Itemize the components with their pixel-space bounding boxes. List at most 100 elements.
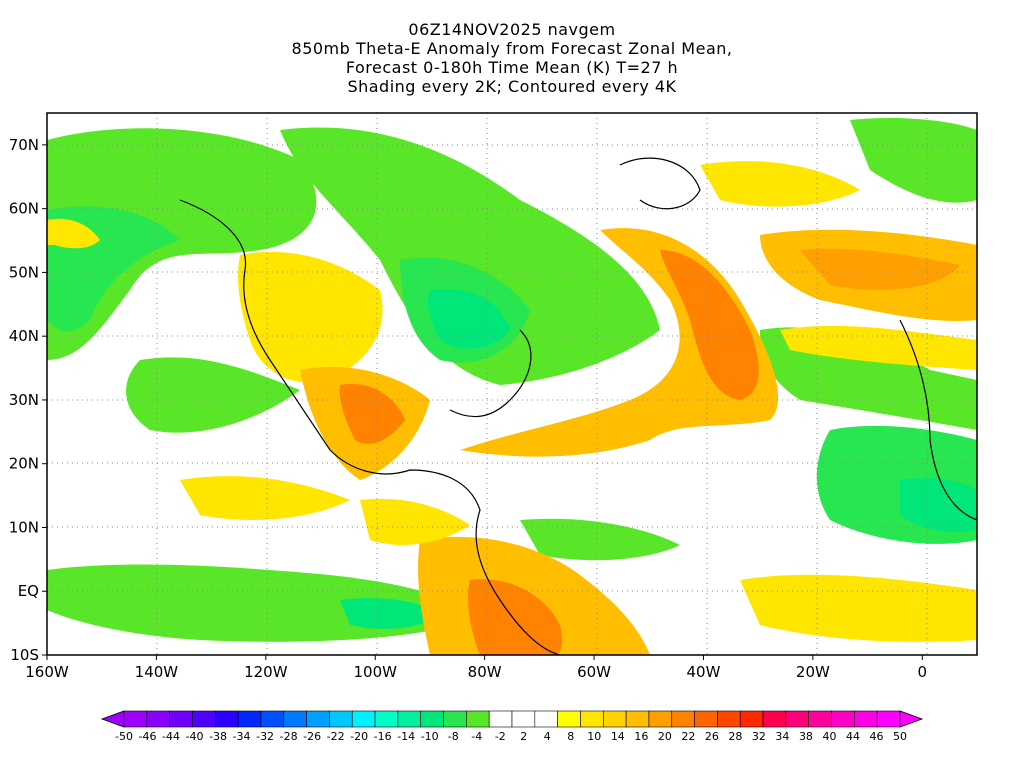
- warm-anomaly-alaska: [47, 218, 100, 249]
- warm-anomaly-atlantic-plume-core: [660, 250, 759, 400]
- colorbar-max-arrow: [899, 710, 924, 728]
- warm-anomaly-greenland: [700, 161, 860, 207]
- latitude-axis: 70N 60N 50N 40N 30N 20N 10N EQ 10S: [9, 136, 47, 664]
- colorbar-label: 26: [705, 730, 719, 743]
- lat-label: 30N: [9, 391, 39, 409]
- colorbar-label: -10: [421, 730, 439, 743]
- colorbar-label: 22: [681, 730, 695, 743]
- colorbar-swatch: [694, 710, 718, 728]
- colorbar-label: -32: [256, 730, 274, 743]
- colorbar-label: -22: [327, 730, 345, 743]
- colorbar-label: 14: [611, 730, 625, 743]
- lat-label: 60N: [9, 200, 39, 218]
- colorbar-swatch: [831, 710, 855, 728]
- cold-anomaly-arctic: [850, 118, 977, 203]
- colorbar-swatch: [123, 710, 148, 728]
- colorbar-swatch: [420, 710, 444, 728]
- colorbar-label: 4: [544, 730, 551, 743]
- colorbar-label: -2: [495, 730, 506, 743]
- lon-label: 20W: [796, 663, 830, 681]
- title-line-3: Forecast 0-180h Time Mean (K) T=27 h: [345, 58, 679, 77]
- warm-anomaly-west-us: [238, 251, 383, 383]
- colorbar-label: 50: [893, 730, 907, 743]
- colorbar-label: 16: [634, 730, 648, 743]
- colorbar-label: -38: [209, 730, 227, 743]
- warm-anomaly-south-atlantic: [740, 574, 977, 642]
- shaded-field: [47, 118, 977, 655]
- title-block: 06Z14NOV2025 navgem 850mb Theta-E Anomal…: [0, 20, 1024, 96]
- colorbar-label: -34: [233, 730, 251, 743]
- lat-label: 50N: [9, 263, 39, 281]
- colorbar: -50 -46 -44 -40 -38 -34 -32 -28 -26 -22 -20 -16 -14-…: [100, 710, 924, 743]
- cold-anomaly-africa-core: [900, 478, 977, 532]
- colorbar-swatch: [717, 710, 741, 728]
- lat-label: 40N: [9, 327, 39, 345]
- colorbar-label: -28: [280, 730, 298, 743]
- colorbar-label: -50: [115, 730, 133, 743]
- colorbar-label: -4: [471, 730, 482, 743]
- lon-label: 100W: [354, 663, 398, 681]
- colorbar-label: 2: [520, 730, 527, 743]
- colorbar-label: 20: [658, 730, 672, 743]
- colorbar-swatch: [169, 710, 193, 728]
- colorbar-swatch: [762, 710, 787, 728]
- lon-label: 0: [918, 663, 928, 681]
- cold-anomaly-canada: [280, 127, 660, 385]
- colorbar-label: 28: [728, 730, 742, 743]
- title-line-4: Shading every 2K; Contoured every 4K: [347, 77, 677, 96]
- lat-label: 20N: [9, 455, 39, 473]
- colorbar-swatch: [625, 710, 650, 728]
- warm-anomaly-mediterranean: [780, 325, 977, 370]
- colorbar-swatch: [306, 710, 330, 728]
- warm-anomaly-europe-core: [800, 248, 960, 290]
- warm-anomaly-mexico-core: [339, 384, 405, 444]
- lat-label: EQ: [18, 582, 39, 600]
- colorbar-label: 46: [869, 730, 883, 743]
- colorbar-swatch: [648, 710, 673, 728]
- coastlines: [179, 157, 977, 655]
- cold-anomaly-core: [428, 289, 510, 349]
- colorbar-swatch: [602, 710, 627, 728]
- colorbar-label: -16: [374, 730, 392, 743]
- warm-anomaly-south-america-core: [468, 579, 563, 655]
- colorbar-label: 40: [822, 730, 836, 743]
- lat-label: 10S: [10, 646, 39, 664]
- colorbar-swatch: [443, 710, 467, 728]
- cold-anomaly-east-pacific: [126, 357, 300, 433]
- title-line-2: 850mb Theta-E Anomaly from Forecast Zona…: [291, 39, 733, 58]
- lon-label: 120W: [244, 663, 288, 681]
- colorbar-label: -8: [448, 730, 459, 743]
- graticule: [47, 113, 977, 655]
- warm-anomaly-east-pacific-tropics: [360, 498, 470, 545]
- longitude-axis: 160W 140W 120W 100W 80W 60W 40W 20W 0: [25, 655, 927, 681]
- title-line-1: 06Z14NOV2025 navgem: [408, 20, 616, 39]
- colorbar-swatch: [374, 710, 399, 728]
- colorbar-swatch: [214, 710, 239, 728]
- colorbar-swatch: [671, 710, 695, 728]
- lon-label: 160W: [25, 663, 69, 681]
- colorbar-label: 8: [567, 730, 574, 743]
- colorbar-swatch: [739, 710, 764, 728]
- warm-anomaly-tropical-pacific: [180, 476, 350, 520]
- lat-label: 70N: [9, 136, 39, 154]
- colorbar-swatch: [351, 710, 376, 728]
- colorbar-label: -26: [303, 730, 321, 743]
- map-frame: [46, 112, 978, 656]
- colorbar-label: 32: [752, 730, 766, 743]
- lat-label: 10N: [9, 518, 39, 536]
- colorbar-label: 34: [775, 730, 789, 743]
- colorbar-label: -40: [186, 730, 204, 743]
- colorbar-label: -20: [350, 730, 368, 743]
- colorbar-label: -14: [397, 730, 415, 743]
- colorbar-label: 38: [799, 730, 813, 743]
- colorbar-label: 44: [846, 730, 860, 743]
- lon-label: 140W: [135, 663, 179, 681]
- cold-anomaly-south-pacific-core: [340, 598, 440, 629]
- colorbar-swatch: [876, 710, 901, 728]
- cold-anomaly-equatorial: [520, 518, 680, 561]
- colorbar-swatch: [511, 710, 536, 728]
- colorbar-swatch: [534, 710, 558, 728]
- colorbar-swatch: [808, 710, 832, 728]
- colorbar-swatch: [146, 710, 170, 728]
